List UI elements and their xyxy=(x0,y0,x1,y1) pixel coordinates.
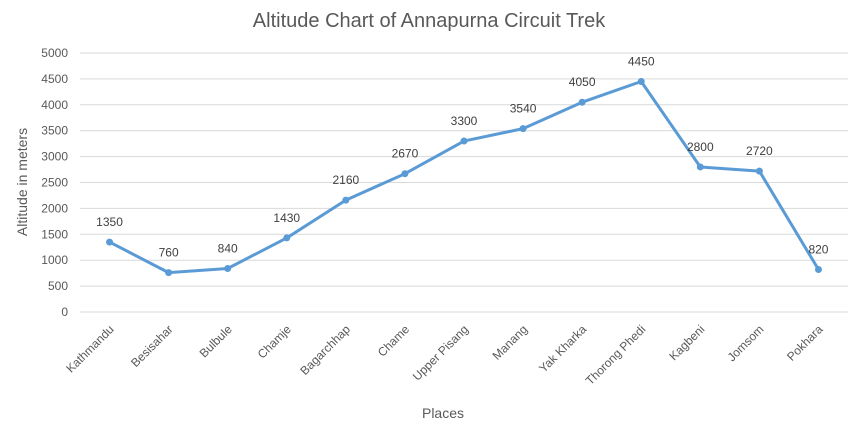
y-tick-label: 1000 xyxy=(41,253,68,267)
data-label: 820 xyxy=(808,243,828,257)
y-tick-label: 1500 xyxy=(41,227,68,241)
data-point xyxy=(283,234,291,242)
data-point xyxy=(401,170,409,178)
y-axis-ticks: 0 500 1000 1500 2000 2500 3000 3500 4000 4500 5000 xyxy=(41,46,68,319)
x-tick-label: Bulbule xyxy=(197,322,235,360)
data-label: 2160 xyxy=(332,173,359,187)
series-group: 1350 760 840 1430 2160 2670 3300 3540 4050 4450 28… xyxy=(96,54,829,277)
y-tick-label: 5000 xyxy=(41,46,68,60)
y-tick-label: 2500 xyxy=(41,176,68,190)
y-tick-label: 3500 xyxy=(41,124,68,138)
data-label: 760 xyxy=(159,246,179,260)
data-label: 2670 xyxy=(392,147,419,161)
data-label: 840 xyxy=(218,241,238,255)
data-point xyxy=(814,266,822,274)
y-tick-label: 4000 xyxy=(41,98,68,112)
data-point xyxy=(165,269,173,277)
y-tick-label: 500 xyxy=(48,279,68,293)
x-tick-label: Pokhara xyxy=(784,322,826,364)
x-tick-label: Thorong Phedi xyxy=(583,322,649,388)
data-point xyxy=(519,125,527,133)
data-point xyxy=(755,167,763,175)
gridlines xyxy=(80,52,848,313)
x-tick-label: Besisahar xyxy=(128,322,176,370)
data-label: 4050 xyxy=(569,75,596,89)
data-label: 4450 xyxy=(628,54,655,68)
data-point xyxy=(578,98,586,106)
data-label: 3300 xyxy=(451,114,478,128)
y-tick-label: 4500 xyxy=(41,72,68,86)
data-point xyxy=(106,238,114,246)
x-axis-title: Places xyxy=(422,405,464,421)
data-point xyxy=(460,137,468,145)
y-tick-label: 2000 xyxy=(41,201,68,215)
x-axis-ticks: Kathmandu Besisahar Bulbule Chamje Bagarchha… xyxy=(63,322,825,388)
data-label: 3540 xyxy=(510,102,537,116)
x-tick-label: Manang xyxy=(490,322,531,363)
data-point xyxy=(224,264,232,272)
data-label: 1350 xyxy=(96,215,123,229)
x-tick-label: Kathmandu xyxy=(63,322,116,375)
y-tick-label: 0 xyxy=(61,305,68,319)
x-tick-label: Bagarchhap xyxy=(297,322,353,378)
x-tick-label: Chamje xyxy=(255,322,294,361)
data-label: 1430 xyxy=(273,211,300,225)
data-point xyxy=(342,196,350,204)
y-axis-title: Altitude in meters xyxy=(14,128,30,236)
data-label: 2800 xyxy=(687,140,714,154)
x-tick-label: Jomsom xyxy=(725,322,767,364)
x-tick-label: Chame xyxy=(375,322,412,359)
series-line xyxy=(108,79,820,275)
x-tick-label: Yak Kharka xyxy=(536,322,589,375)
x-tick-label: Upper Pisang xyxy=(410,322,471,383)
data-point xyxy=(637,77,645,85)
data-label: 2720 xyxy=(746,144,773,158)
chart-title: Altitude Chart of Annapurna Circuit Trek xyxy=(253,10,606,32)
x-tick-label: Kagbeni xyxy=(666,322,707,363)
y-tick-label: 3000 xyxy=(41,150,68,164)
data-point xyxy=(696,163,704,171)
